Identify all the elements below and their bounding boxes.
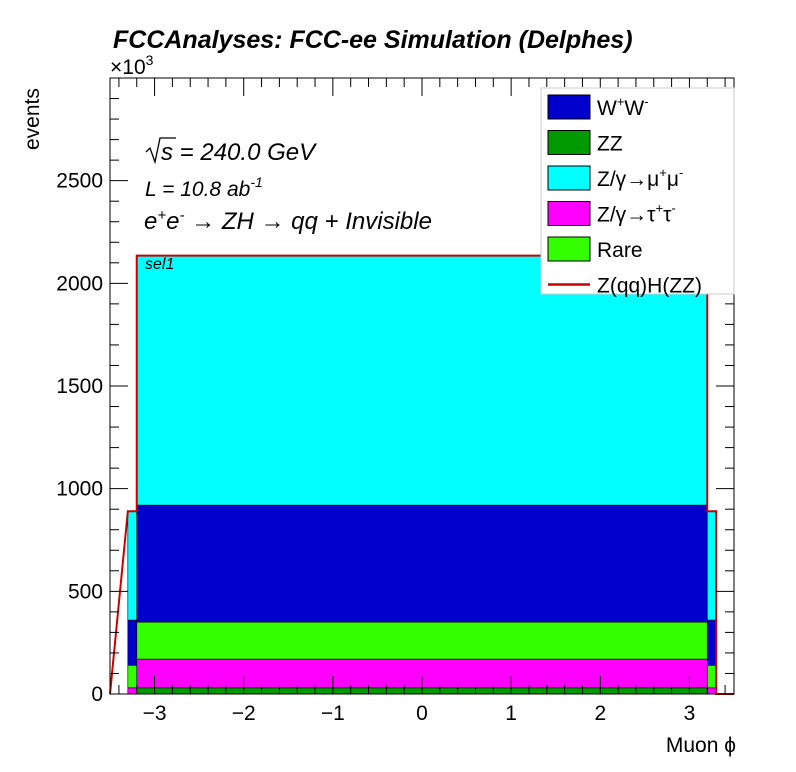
bar-3-bin-1 xyxy=(136,504,708,623)
legend-swatch xyxy=(547,165,591,191)
bar-1-bin-0 xyxy=(127,687,138,695)
x-tick-label: 0 xyxy=(416,702,428,725)
y-axis-label: events xyxy=(21,88,44,150)
legend-label: Z/γ→μ+μ- xyxy=(597,165,683,191)
x-tick-label: −2 xyxy=(232,702,256,725)
x-axis-label: Muon ϕ xyxy=(666,734,736,757)
legend: W+W- ZZ Z/γ→μ+μ- Z/γ→τ+τ- Rare Z(qq)H(ZZ) xyxy=(540,87,735,298)
y-tick-label: 0 xyxy=(91,683,103,706)
x-tick-label: −1 xyxy=(321,702,345,725)
x-axis-ticks: −3 −2 −1 0 1 2 3 xyxy=(118,78,726,725)
legend-label: W+W- xyxy=(597,94,649,120)
x-tick-label: 1 xyxy=(505,702,517,725)
chart-title: FCCAnalyses: FCC-ee Simulation (Delphes) xyxy=(113,26,633,54)
y-tick-label: 2500 xyxy=(56,170,103,193)
bar-4-bin-2 xyxy=(706,510,717,621)
bar-4-bin-0 xyxy=(127,510,138,621)
bar-2-bin-1 xyxy=(136,621,708,660)
svg-text:s = 240.0 GeV: s = 240.0 GeV xyxy=(161,139,317,166)
bar-3-bin-0 xyxy=(127,619,138,666)
legend-swatch xyxy=(547,201,591,226)
sqrt-s-annotation: s = 240.0 GeV xyxy=(145,137,317,166)
x-tick-label: −3 xyxy=(143,702,167,725)
process-annotation: e+e- → ZH → qq + Invisible xyxy=(144,207,432,235)
bar-2-bin-0 xyxy=(127,664,138,689)
y-tick-label: 1000 xyxy=(56,478,103,501)
legend-label: Z(qq)H(ZZ) xyxy=(597,275,702,298)
bar-3-bin-2 xyxy=(706,619,717,666)
y-tick-label: 500 xyxy=(68,580,103,603)
y-tick-label: 2000 xyxy=(56,272,103,295)
selection-label: sel1 xyxy=(145,256,174,273)
legend-swatch xyxy=(547,130,591,155)
stacked-bars xyxy=(127,255,717,695)
y-tick-label: 1500 xyxy=(56,375,103,398)
legend-label: ZZ xyxy=(597,133,623,156)
bar-1-bin-2 xyxy=(706,687,717,695)
bar-4-bin-1 xyxy=(136,255,708,506)
luminosity-annotation: L = 10.8 ab-1 xyxy=(145,174,263,201)
x-tick-label: 2 xyxy=(594,702,606,725)
legend-swatch xyxy=(547,236,591,262)
annotations: s = 240.0 GeV L = 10.8 ab-1 e+e- → ZH → … xyxy=(144,137,432,273)
bar-2-bin-2 xyxy=(706,664,717,689)
y-multiplier: ×103 xyxy=(110,52,154,79)
legend-label: Z/γ→τ+τ- xyxy=(597,201,676,227)
x-tick-label: 3 xyxy=(684,702,696,725)
legend-label: Rare xyxy=(597,239,643,262)
legend-swatch xyxy=(547,94,591,120)
